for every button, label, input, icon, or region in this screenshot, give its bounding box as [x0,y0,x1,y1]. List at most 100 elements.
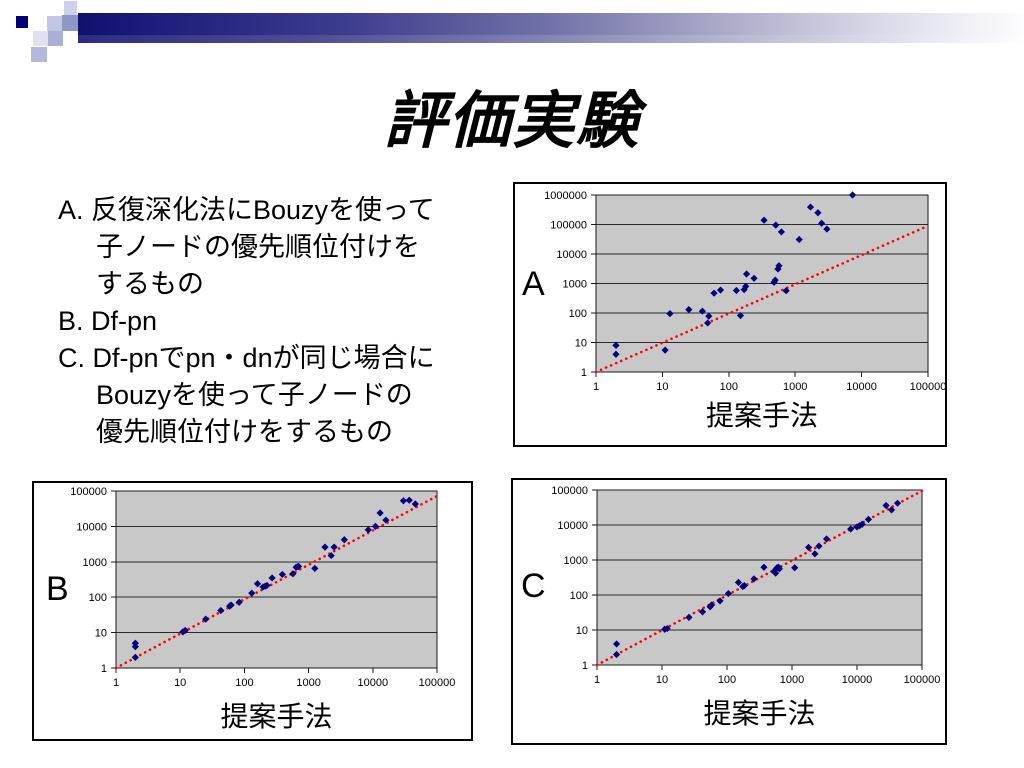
plot-border [115,490,438,669]
data-point [760,563,768,571]
y-tick-label: 10 [576,625,588,637]
note-text-segment: 子ノードの優先順位付けを [96,232,420,263]
note-text-segment: を使って [328,195,435,226]
note-text-segment: A. [58,195,92,225]
x-tick-label: 10000 [846,381,877,393]
x-tick-label: 100000 [904,674,941,686]
data-point [775,262,783,270]
y-tick-label: 100 [570,590,588,602]
y-tick-label: 10000 [557,520,588,532]
y-tick-label: 1000000 [544,190,587,202]
y-tick-label: 10000 [76,521,107,533]
y-tick-label: 1 [582,660,588,672]
y-tick-label: 1 [581,367,587,379]
data-point [295,562,303,571]
data-point [815,542,823,550]
note-line-c2: Bouzyを使って子ノードの [58,377,498,414]
decor-square [48,31,63,46]
x-tick-label: 10000 [842,674,873,686]
y-tick-label: 10 [95,628,107,640]
data-point [823,225,831,233]
data-point [179,628,187,636]
decor-square [31,47,47,62]
x-tick-label: 100 [720,381,738,393]
decor-square [64,1,77,15]
y-tick-label: 100 [89,592,107,604]
x-tick-label: 1000 [783,381,807,393]
chart-b-label: B [46,570,69,608]
scatter-plot-c: 1 10 100 1000 10000 100000 1 10 100 1000 10000 1000… [551,485,941,686]
data-point [411,500,419,508]
note-text-segment: 優先順位付けをするもの [96,417,393,447]
x-tick-label: 1 [593,381,599,393]
note-text-segment: Bouzy [253,195,329,225]
y-tick-label: 1 [101,663,107,675]
reference-line [594,224,930,374]
data-point [772,221,780,229]
note-line-c: C. Df-pnでpn・dnが同じ場合に [58,340,498,377]
chart-a-label: A [522,265,545,303]
data-point [772,569,780,577]
slide-title: 評価実験 [383,84,640,157]
data-point [376,509,384,517]
decor-square [62,15,78,31]
data-point [806,203,815,211]
data-point [847,525,855,533]
data-point [760,216,768,224]
chart-a-xlabel: 提案手法 [705,400,818,431]
x-tick-label: 100 [718,674,736,686]
note-line-a: A. 反復深化法にBouzyを使って [58,192,498,229]
data-point [661,346,669,354]
data-point [777,228,786,236]
note-text-segment: B. Df-pn [58,306,158,336]
note-text-segment: 反復深化法に [91,195,254,226]
data-point [853,523,861,531]
x-tick-label: 1000 [780,674,804,686]
data-point [685,306,693,314]
x-tick-label: 100000 [419,677,456,689]
data-point [771,276,779,284]
note-line-c3: 優先順位付けをするもの [58,414,498,451]
note-line-b: B. Df-pn [58,303,498,340]
note-text-segment: Bouzyを使って子ノードの [96,380,413,410]
y-tick-label: 100000 [70,486,107,498]
chart-c-label: C [521,567,546,605]
y-tick-label: 1000 [83,557,107,569]
y-tick-label: 100 [569,308,587,320]
chart-c-xlabel: 提案手法 [703,698,816,729]
x-tick-label: 10 [656,674,668,686]
data-point [131,643,139,651]
x-tick-label: 1000 [296,677,320,689]
data-point [321,543,329,551]
x-tick-label: 10000 [358,677,389,689]
data-point [856,522,864,530]
data-point [864,515,873,523]
data-point [289,570,297,578]
x-tick-label: 1 [594,674,600,686]
data-point [327,551,335,560]
reference-line [114,494,439,670]
x-tick-label: 100000 [910,381,945,393]
plot-border [596,489,923,666]
chart-c-frame: 1 10 100 1000 10000 100000 1 10 100 1000 10000 1000… [511,478,947,745]
scatter-plot-a: 1 10 100 1000 10000 100000 1000000 1 10 100 1000 10… [544,190,945,393]
chart-b-frame: 1 10 100 1000 10000 100000 1 10 100 1000 10000 1000… [32,481,473,741]
decor-square [33,31,48,46]
x-tick-label: 10 [174,677,186,689]
x-tick-label: 100 [235,677,253,689]
bullet-list: A. 反復深化法にBouzyを使って 子ノードの優先順位付けを するもの B. … [58,192,498,451]
data-point [882,501,890,510]
data-point [217,606,225,615]
scatter-plot-b: 1 10 100 1000 10000 100000 1 10 100 1000 10000 1000… [70,486,456,689]
note-line-a2: 子ノードの優先順位付けを [58,229,498,266]
note-line-a3: するもの [58,266,498,303]
y-tick-label: 100000 [550,220,587,232]
decor-square [47,16,63,31]
data-point [235,598,243,606]
data-point [311,564,319,573]
y-tick-label: 1000 [564,555,588,567]
decor-square [16,16,28,28]
data-point [814,209,822,217]
data-point [858,520,866,528]
